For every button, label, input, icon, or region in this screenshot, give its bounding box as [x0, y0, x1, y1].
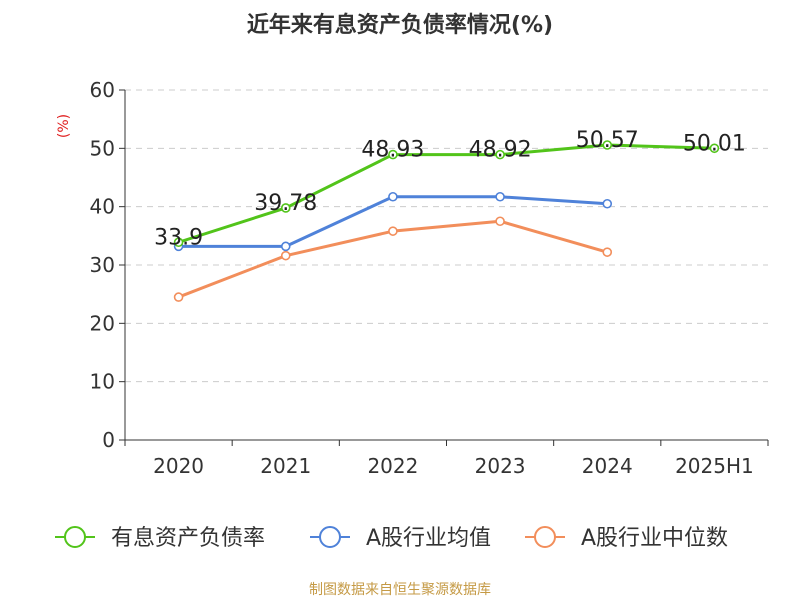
legend-label-1: A股行业均值 — [366, 526, 491, 551]
x-tick-label-2022: 2022 — [367, 454, 418, 478]
y-axis-label: (%) — [56, 114, 72, 138]
data-point-s0-2023 — [495, 149, 505, 160]
data-label-2022: 48.93 — [361, 138, 424, 163]
data-label-2020: 33.9 — [154, 225, 203, 250]
x-tick-label-2021: 2021 — [260, 454, 311, 478]
y-tick-label-30: 30 — [90, 253, 115, 277]
data-point-s1-2024 — [602, 198, 613, 209]
data-point-s0-2024 — [602, 140, 613, 150]
y-tick-label-0: 0 — [102, 428, 115, 452]
data-label-2025H1: 50.01 — [683, 131, 746, 156]
data-point-s2-2022 — [388, 226, 398, 236]
x-tick-label-2023: 2023 — [475, 454, 526, 478]
data-point-s1-2023 — [495, 191, 505, 202]
data-point-s2-2023 — [495, 216, 505, 227]
data-label-layer: 33.9 39.78 48.93 48.92 50.57 50.01 — [154, 128, 746, 250]
series-layer — [173, 140, 720, 302]
data-label-2023: 48.92 — [469, 138, 532, 163]
x-tick-label-2024: 2024 — [582, 454, 633, 478]
legend-marker-icon-0 — [64, 526, 86, 548]
grid-layer — [125, 89, 768, 383]
series-line-0 — [178, 143, 715, 244]
axis-layer: 0 10 20 30 40 50 60 2020 2021 2022 2023 2024 2025H1 — [90, 78, 769, 478]
x-tick-label-2025H1: 2025H1 — [675, 454, 754, 478]
y-tick-label-40: 40 — [90, 195, 115, 219]
legend-marker-icon-1 — [319, 526, 341, 548]
data-point-s0-2022 — [388, 149, 398, 160]
source-note: 制图数据来自恒生聚源数据库 — [309, 582, 491, 598]
legend-label-2: A股行业中位数 — [581, 526, 728, 551]
chart-title: 近年来有息资产负债率情况(%) — [247, 12, 553, 38]
x-tick-label-2020: 2020 — [153, 454, 204, 478]
data-point-s2-2021 — [280, 250, 291, 261]
data-point-s1-2021 — [280, 241, 291, 252]
data-point-s2-2020 — [173, 292, 184, 302]
legend-label-0: 有息资产负债率 — [111, 526, 265, 551]
data-label-2024: 50.57 — [576, 128, 639, 153]
legend-marker-icon-2 — [534, 526, 556, 548]
legend-item-1: A股行业均值 — [310, 526, 491, 551]
data-point-s2-2024 — [602, 247, 613, 257]
y-tick-label-10: 10 — [90, 370, 115, 394]
legend-item-2: A股行业中位数 — [525, 526, 728, 551]
y-tick-label-50: 50 — [90, 136, 115, 160]
legend-item-0: 有息资产负债率 — [55, 526, 265, 551]
y-tick-label-20: 20 — [90, 311, 115, 335]
data-label-2021: 39.78 — [254, 191, 317, 216]
data-point-s1-2022 — [388, 191, 398, 202]
y-tick-label-60: 60 — [90, 78, 115, 102]
data-point-s0-2025H1 — [709, 143, 720, 154]
data-point-s0-2020 — [173, 237, 184, 248]
data-point-s0-2021 — [280, 203, 291, 213]
legend: 有息资产负债率 A股行业均值 A股行业中位数 — [55, 526, 728, 551]
